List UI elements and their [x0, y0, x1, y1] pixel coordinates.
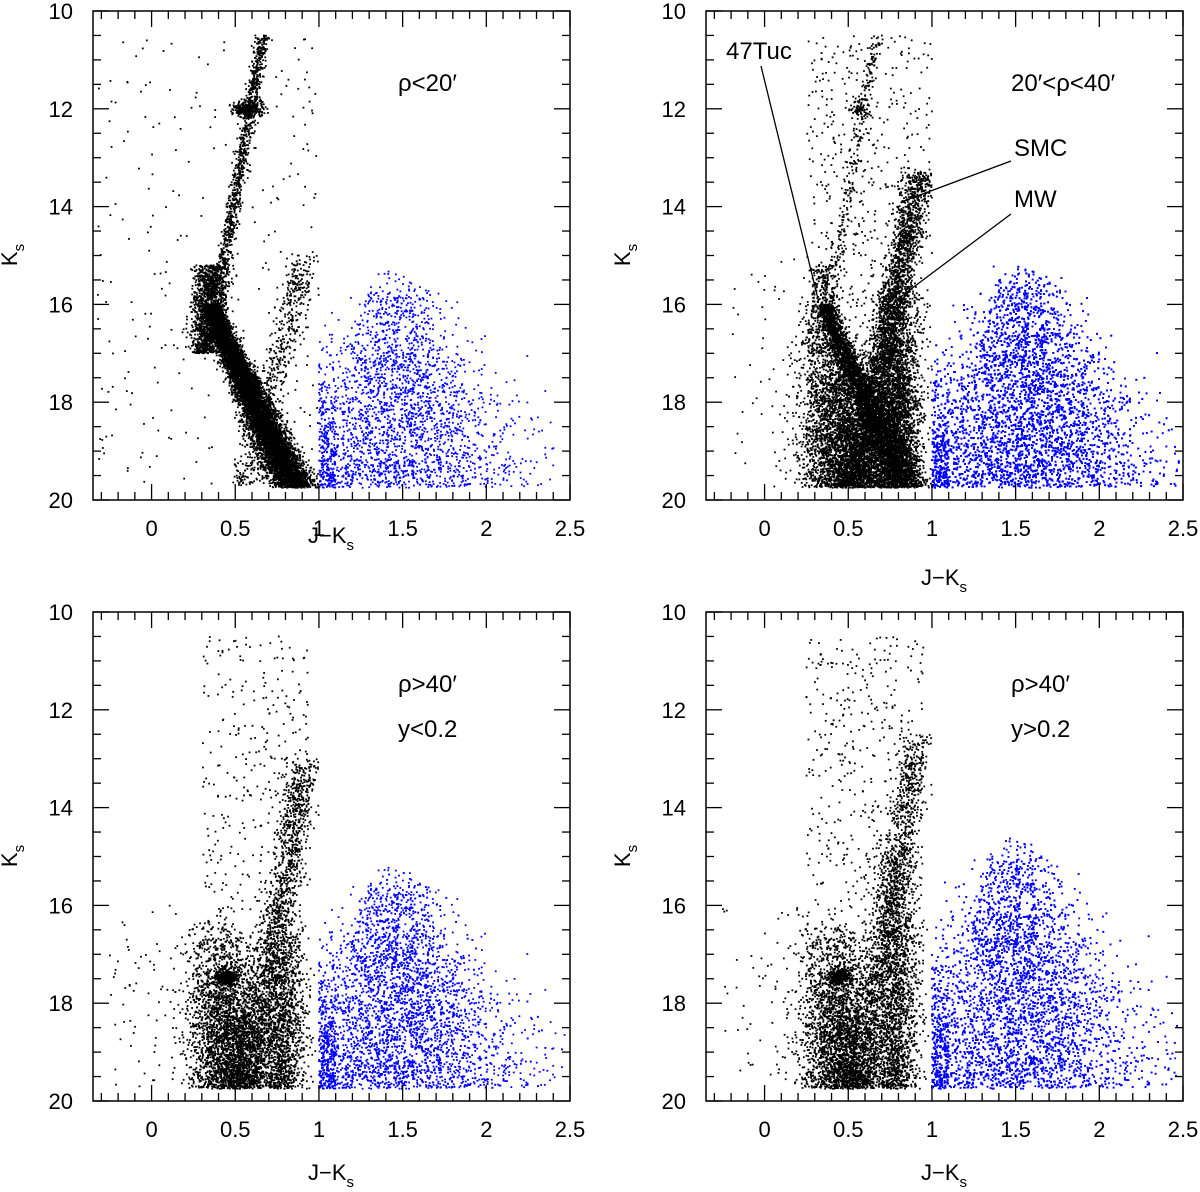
- black-point: [254, 467, 256, 469]
- black-point: [308, 460, 310, 462]
- black-point: [317, 473, 319, 475]
- black-point: [316, 475, 318, 477]
- black-point: [270, 482, 272, 484]
- black-point: [269, 485, 271, 487]
- black-point: [249, 361, 251, 363]
- black-point: [261, 475, 263, 477]
- black-point: [249, 453, 251, 455]
- black-point: [305, 467, 307, 469]
- black-point: [280, 416, 282, 418]
- black-point: [237, 400, 239, 402]
- black-point: [309, 486, 311, 488]
- black-point: [305, 469, 307, 471]
- black-point: [216, 354, 218, 356]
- black-point: [254, 360, 256, 362]
- black-point: [230, 389, 232, 391]
- black-point: [229, 385, 231, 387]
- black-point: [313, 473, 315, 475]
- black-point: [263, 477, 265, 479]
- black-point: [285, 438, 287, 440]
- black-point: [237, 406, 239, 408]
- black-point: [238, 430, 240, 432]
- black-point: [291, 440, 293, 442]
- black-point: [228, 392, 230, 394]
- black-point: [261, 462, 263, 464]
- black-point: [294, 443, 296, 445]
- plot-frame: [93, 11, 570, 500]
- black-point: [223, 381, 225, 383]
- black-point: [286, 412, 288, 414]
- black-point: [290, 428, 292, 430]
- black-point: [249, 435, 251, 437]
- black-point: [231, 394, 233, 396]
- black-point: [245, 360, 247, 362]
- black-point: [305, 461, 307, 463]
- black-point: [252, 371, 254, 373]
- black-point: [236, 414, 238, 416]
- black-point: [242, 345, 244, 347]
- black-point: [232, 323, 234, 325]
- black-point: [235, 411, 237, 413]
- black-point: [278, 410, 280, 412]
- black-point: [298, 451, 300, 453]
- black-point: [234, 396, 236, 398]
- scatter-points: [97, 35, 554, 489]
- black-point: [283, 424, 285, 426]
- black-point: [310, 467, 312, 469]
- black-point: [310, 474, 312, 476]
- black-point: [243, 350, 245, 352]
- black-point: [294, 421, 296, 423]
- black-point: [239, 425, 241, 427]
- black-point: [235, 335, 237, 337]
- black-point: [299, 460, 301, 462]
- black-point: [291, 434, 293, 436]
- black-point: [266, 389, 268, 391]
- black-point: [299, 454, 301, 456]
- black-point: [281, 409, 283, 411]
